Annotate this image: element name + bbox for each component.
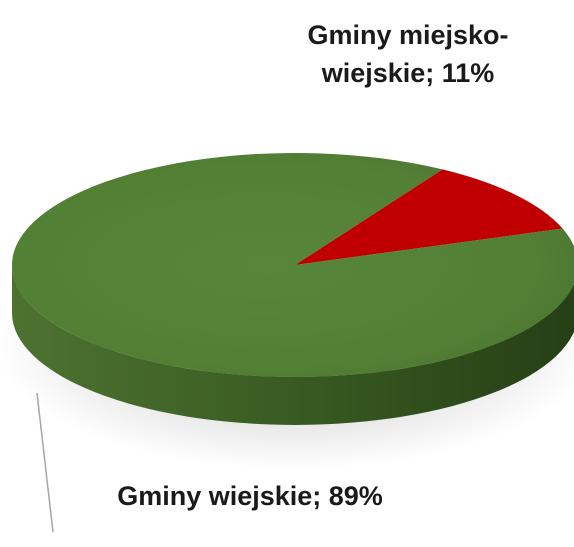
- pie-slice-miejsko-wiejskie: [295, 169, 563, 265]
- data-label-line-2: wiejskie; 11%: [321, 58, 495, 88]
- leader-line: [36, 392, 54, 533]
- pie-side-wall: [12, 265, 574, 425]
- data-label-miejsko-wiejskie: Gminy miejsko- wiejskie; 11%: [268, 16, 548, 92]
- data-label-wiejskie: Gminy wiejskie; 89%: [117, 481, 383, 511]
- data-label-line-1: Gminy miejsko-: [307, 20, 509, 50]
- pie-slice-wiejskie: [12, 153, 574, 377]
- pie-slices: [12, 153, 574, 377]
